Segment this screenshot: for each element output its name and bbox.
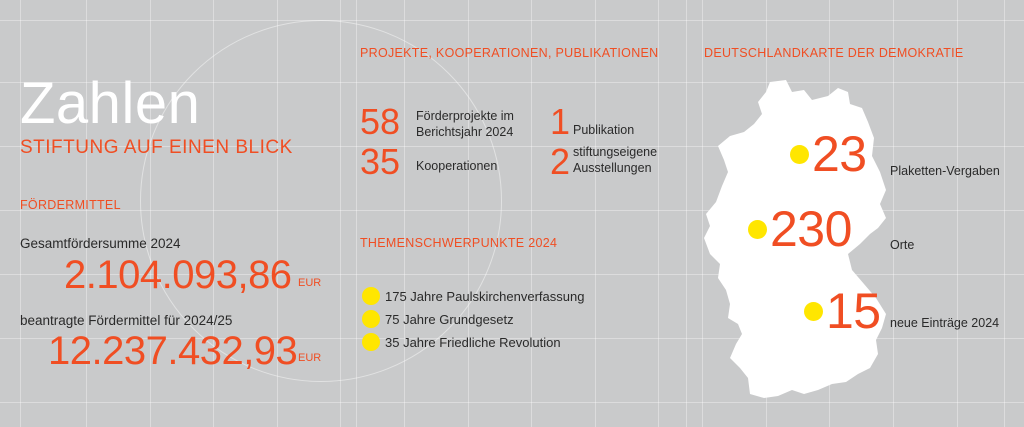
map-section-label: DEUTSCHLANDKARTE DER DEMOKRATIE bbox=[704, 46, 964, 60]
funding-total-currency: EUR bbox=[298, 277, 322, 289]
decorative-circle bbox=[140, 20, 502, 382]
projects-number: 58 bbox=[360, 101, 401, 142]
funding-requested-currency: EUR bbox=[298, 352, 322, 364]
funding-total-label: Gesamtfördersumme 2024 bbox=[20, 236, 181, 251]
plaques-number: 23 bbox=[812, 126, 867, 182]
funding-requested-value: 12.237.432,93 bbox=[48, 329, 298, 373]
theme-bullet-dot bbox=[362, 287, 380, 305]
funding-requested-label: beantragte Fördermittel für 2024/25 bbox=[20, 313, 233, 328]
cooperations-number: 35 bbox=[360, 141, 401, 182]
theme-item: 175 Jahre Paulskirchenverfassung bbox=[385, 289, 585, 304]
plaques-label: Plaketten-Vergaben bbox=[890, 164, 1000, 178]
germany-map bbox=[704, 80, 886, 398]
new-entries-number: 15 bbox=[826, 283, 881, 339]
theme-bullet-dot bbox=[362, 333, 380, 351]
publications-label: Publikation bbox=[573, 123, 635, 137]
page-title: Zahlen bbox=[20, 71, 201, 136]
theme-bullet-dot bbox=[362, 310, 380, 328]
exhibitions-text: stiftungseigene Ausstellungen bbox=[573, 144, 657, 176]
exhibitions-number: 2 bbox=[550, 141, 571, 182]
places-label: Orte bbox=[890, 238, 915, 252]
funding-total-value: 2.104.093,86 bbox=[64, 253, 292, 297]
map-dot bbox=[748, 220, 767, 239]
themes-section-label: THEMENSCHWERPUNKTE 2024 bbox=[360, 236, 558, 250]
funding-section-label: FÖRDERMITTEL bbox=[20, 198, 121, 212]
new-entries-label: neue Einträge 2024 bbox=[890, 316, 1000, 330]
places-number: 230 bbox=[770, 201, 852, 257]
cooperations-label: Kooperationen bbox=[416, 159, 498, 173]
projects-label-line1: Förderprojekte im bbox=[416, 109, 514, 123]
projects-label-line2: Berichtsjahr 2024 bbox=[416, 125, 514, 139]
projects-text: Förderprojekte im Berichtsjahr 2024 bbox=[416, 108, 514, 140]
projects-section-label: PROJEKTE, KOOPERATIONEN, PUBLIKATIONEN bbox=[360, 46, 659, 60]
germany-map-shape bbox=[704, 80, 886, 398]
exhibitions-label-line2: Ausstellungen bbox=[573, 161, 652, 175]
map-dot bbox=[804, 302, 823, 321]
publications-number: 1 bbox=[550, 101, 571, 142]
exhibitions-label-line1: stiftungseigene bbox=[573, 145, 658, 159]
map-dot bbox=[790, 145, 809, 164]
theme-item: 75 Jahre Grundgesetz bbox=[385, 312, 514, 327]
theme-item: 35 Jahre Friedliche Revolution bbox=[385, 335, 561, 350]
page-subtitle: STIFTUNG AUF EINEN BLICK bbox=[20, 137, 293, 158]
